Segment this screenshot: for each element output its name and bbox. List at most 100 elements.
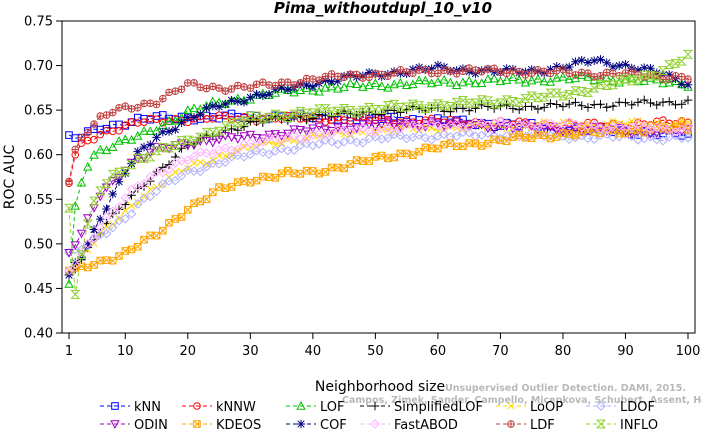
data-point-odin	[70, 241, 80, 251]
data-point-fastabod	[564, 117, 575, 127]
legend-item-ldof: LDOF	[586, 400, 655, 415]
data-point-cof	[589, 56, 599, 66]
x-tick-label: 80	[555, 344, 572, 359]
data-point-fastabod	[533, 122, 543, 133]
data-point-ldf	[115, 104, 123, 112]
data-point-loop	[140, 192, 148, 201]
data-point-inflo	[170, 141, 181, 151]
data-point-ldof	[383, 133, 393, 143]
data-point-odin	[645, 130, 656, 139]
data-point-simplifiedlof	[558, 102, 568, 111]
data-point-ldof	[670, 130, 681, 141]
data-point-kdeos	[234, 178, 242, 186]
data-point-inflo	[432, 99, 444, 109]
data-point-inflo	[138, 154, 150, 163]
data-point-ldof	[351, 137, 362, 148]
data-point-kdeos	[271, 173, 280, 182]
data-point-inflo	[332, 106, 343, 116]
data-point-fastabod	[301, 134, 312, 144]
data-point-cof	[183, 113, 193, 122]
data-point-fastabod	[164, 164, 174, 175]
data-point-ldf	[215, 84, 223, 92]
legend-marker-knn	[111, 402, 119, 410]
data-point-ldof	[132, 199, 143, 209]
data-point-inflo	[576, 87, 587, 96]
data-point-simplifiedlof	[577, 101, 587, 111]
data-point-kdeos	[284, 166, 292, 175]
legend-item-knn: kNN	[100, 400, 161, 415]
data-point-odin	[626, 130, 637, 139]
data-point-simplifiedlof	[571, 98, 580, 107]
data-point-ldf	[315, 76, 323, 84]
data-point-inflo	[326, 107, 337, 117]
data-point-loop	[615, 119, 623, 127]
data-point-kdeos	[321, 168, 330, 176]
data-point-lof	[89, 149, 99, 159]
legend-label-kdeos: KDEOS	[216, 418, 261, 433]
data-point-odin	[301, 127, 312, 137]
data-point-kdeos	[227, 183, 236, 191]
data-point-cof	[564, 62, 574, 72]
data-point-ldf	[196, 83, 205, 91]
legend-label-odin: ODIN	[134, 418, 168, 433]
data-point-ldof	[189, 166, 199, 176]
data-point-cof	[102, 204, 111, 214]
data-point-cof	[639, 63, 649, 73]
data-point-simplifiedlof	[602, 103, 612, 112]
data-point-kdeos	[440, 140, 448, 149]
data-point-odin	[164, 144, 174, 154]
data-point-loop	[121, 206, 129, 215]
data-point-kdeos	[196, 197, 205, 206]
data-point-inflo	[351, 108, 362, 118]
data-point-lof	[514, 74, 524, 84]
legend-label-lof: LOF	[320, 400, 345, 415]
data-point-cof	[108, 189, 118, 199]
x-tick-label: 40	[305, 344, 322, 359]
data-point-ldf	[296, 79, 305, 87]
data-point-ldf	[409, 69, 417, 77]
data-point-inflo	[88, 196, 100, 206]
data-point-fastabod	[595, 123, 606, 134]
data-point-odin	[283, 129, 293, 139]
data-point-ldof	[314, 139, 324, 149]
data-point-loop	[221, 152, 229, 160]
legend: kNN kNNW LOF SimplifiedLOF LoOP LDOF ODIN KDEOS…	[100, 400, 658, 433]
data-point-lof	[420, 75, 431, 85]
data-point-fastabod	[64, 265, 74, 276]
data-point-ldf	[484, 65, 492, 73]
data-point-ldof	[126, 209, 137, 219]
data-point-inflo	[632, 74, 644, 84]
data-point-ldof	[276, 143, 287, 154]
data-point-fastabod	[626, 122, 637, 133]
watermark-line-1: Unsupervised Outlier Detection. DAMI, 20…	[445, 383, 686, 394]
data-point-ldf	[284, 78, 292, 86]
data-point-fastabod	[295, 133, 306, 144]
data-point-ldof	[289, 145, 299, 155]
data-point-lof	[145, 126, 156, 136]
data-point-kdeos	[190, 199, 198, 208]
data-point-cof	[152, 133, 161, 142]
data-point-fastabod	[333, 124, 343, 134]
data-point-ldf	[402, 68, 411, 76]
data-point-simplifiedlof	[664, 97, 674, 106]
legend-marker-fastabod	[370, 419, 380, 429]
data-point-fastabod	[258, 136, 268, 147]
data-point-ldf	[446, 67, 455, 75]
data-point-simplifiedlof	[446, 107, 455, 117]
data-point-ldof	[157, 179, 168, 189]
data-point-inflo	[107, 169, 118, 179]
data-point-ldf	[677, 73, 686, 81]
data-point-fastabod	[220, 143, 231, 153]
data-point-lof	[95, 144, 106, 154]
data-point-inflo	[482, 96, 494, 106]
data-point-simplifiedlof	[546, 99, 555, 108]
data-point-inflo	[545, 88, 556, 98]
data-point-inflo	[439, 101, 450, 111]
data-point-cof	[170, 125, 180, 134]
y-tick-label: 0.65	[24, 104, 53, 119]
data-point-inflo	[339, 104, 350, 113]
data-point-simplifiedlof	[583, 103, 593, 112]
data-point-ldf	[227, 85, 236, 93]
data-point-ldof	[220, 157, 231, 167]
plot-frame	[61, 20, 696, 334]
